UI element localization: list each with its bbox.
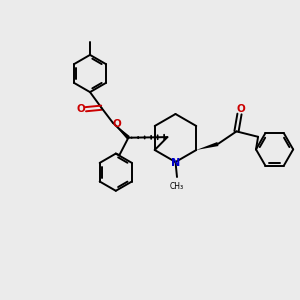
Text: O: O (237, 103, 245, 114)
Text: N: N (171, 158, 180, 168)
Text: O: O (112, 119, 122, 129)
Text: O: O (76, 104, 85, 114)
Polygon shape (113, 123, 130, 139)
Text: CH₃: CH₃ (170, 182, 184, 191)
Polygon shape (196, 142, 218, 150)
